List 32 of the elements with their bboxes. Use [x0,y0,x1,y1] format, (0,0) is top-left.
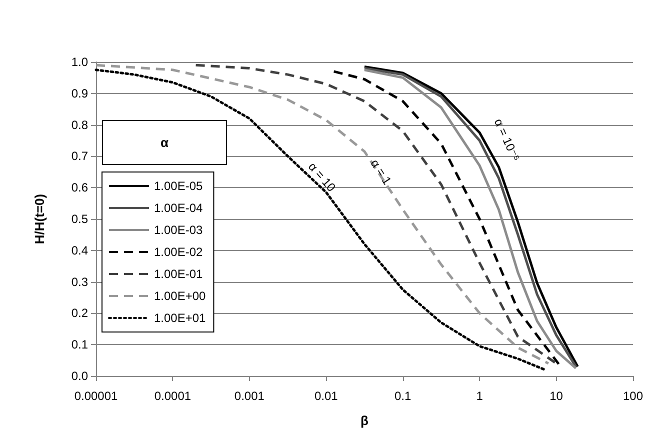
legend-label: 1.00E+00 [154,289,206,303]
x-tick-label: 1 [476,389,484,403]
x-tick-label: 0.00001 [74,389,118,403]
y-tick-label: 0.8 [71,118,88,132]
legend-label: 1.00E-02 [154,245,204,259]
y-tick-label: 0.0 [71,369,88,383]
y-tick-label: 1.0 [71,55,88,69]
x-tick-label: 0.1 [394,389,412,403]
annotation: α = 10 [306,160,339,195]
y-tick-label: 0.1 [71,338,88,352]
legend-label: 1.00E-04 [154,201,204,215]
legend-label: 1.00E-01 [154,267,204,281]
annotation: α = 1 [368,156,394,188]
x-tick-label: 100 [622,389,644,403]
y-tick-label: 0.6 [71,180,88,195]
x-tick-label: 0.01 [314,389,338,403]
y-tick-label: 0.5 [71,212,88,226]
x-tick-label: 0.001 [234,389,265,403]
x-tick-label: 0.0001 [154,389,192,403]
y-axis-title: H/H(t=0) [32,194,47,244]
legend-label: 1.00E-05 [154,179,204,193]
legend-header-box: α [102,120,227,165]
annotation: α = 10⁻⁵ [491,116,523,164]
y-tick-label: 0.7 [71,149,88,164]
y-tick-label: 0.2 [71,306,88,320]
x-axis-title: β [360,413,369,428]
y-tick-label: 0.3 [71,274,88,289]
legend-label: 1.00E+01 [154,311,206,325]
y-tick-label: 0.4 [71,243,88,258]
legend-label: 1.00E-03 [154,223,204,237]
x-tick-label: 10 [550,389,564,403]
y-tick-label: 0.9 [71,86,88,100]
